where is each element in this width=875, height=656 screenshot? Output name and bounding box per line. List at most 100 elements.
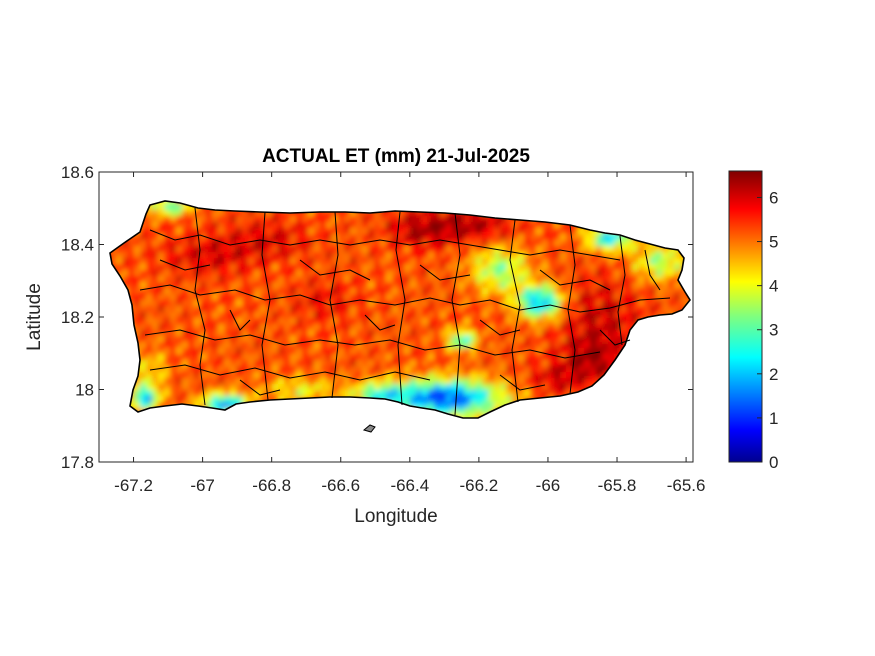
heatmap-cell bbox=[326, 336, 333, 343]
heatmap-cell bbox=[176, 396, 183, 403]
heatmap-cell bbox=[290, 288, 297, 295]
heatmap-cell bbox=[368, 390, 375, 397]
heatmap-cell bbox=[416, 324, 423, 331]
heatmap-cell bbox=[386, 288, 393, 295]
heatmap-cell bbox=[188, 270, 195, 277]
heatmap-cell bbox=[578, 294, 585, 301]
heatmap-cell bbox=[212, 396, 219, 403]
heatmap-cell bbox=[158, 384, 165, 391]
heatmap-cell bbox=[416, 246, 423, 253]
heatmap-cell bbox=[272, 234, 279, 241]
heatmap-cell bbox=[182, 276, 189, 283]
heatmap-cell bbox=[344, 366, 351, 373]
heatmap-cell bbox=[314, 306, 321, 313]
heatmap-cell bbox=[170, 312, 177, 319]
heatmap-cell bbox=[356, 282, 363, 289]
heatmap-cell bbox=[386, 246, 393, 253]
heatmap-cell bbox=[464, 402, 471, 409]
heatmap-cell bbox=[218, 318, 225, 325]
heatmap-cell bbox=[470, 408, 477, 415]
heatmap-cell bbox=[350, 300, 357, 307]
heatmap-cell bbox=[446, 240, 453, 247]
heatmap-cell bbox=[302, 378, 309, 385]
heatmap-cell bbox=[302, 240, 309, 247]
heatmap-cell bbox=[668, 306, 675, 313]
heatmap-cell bbox=[434, 216, 441, 223]
heatmap-cell bbox=[326, 216, 333, 223]
heatmap-cell bbox=[482, 378, 489, 385]
heatmap-cell bbox=[446, 354, 453, 361]
heatmap-cell bbox=[608, 282, 615, 289]
heatmap-cell bbox=[614, 264, 621, 271]
heatmap-cell bbox=[362, 216, 369, 223]
heatmap-cell bbox=[614, 306, 621, 313]
heatmap-cell bbox=[278, 264, 285, 271]
heatmap-cell bbox=[380, 234, 387, 241]
heatmap-cell bbox=[284, 282, 291, 289]
heatmap-cell bbox=[590, 264, 597, 271]
heatmap-cell bbox=[254, 288, 261, 295]
heatmap-cell bbox=[332, 306, 339, 313]
heatmap-cell bbox=[536, 246, 543, 253]
heatmap-cell bbox=[626, 258, 633, 265]
heatmap-cell bbox=[284, 330, 291, 337]
heatmap-cell bbox=[386, 252, 393, 259]
heatmap-cell bbox=[332, 342, 339, 349]
heatmap-cell bbox=[302, 336, 309, 343]
heatmap-cell bbox=[176, 348, 183, 355]
heatmap-cell bbox=[338, 234, 345, 241]
heatmap-cell bbox=[482, 282, 489, 289]
heatmap-cell bbox=[578, 264, 585, 271]
heatmap-cell bbox=[434, 300, 441, 307]
heatmap-cell bbox=[620, 252, 627, 259]
heatmap-cell bbox=[548, 270, 555, 277]
heatmap-cell bbox=[416, 336, 423, 343]
heatmap-cell bbox=[614, 288, 621, 295]
heatmap-cell bbox=[326, 342, 333, 349]
heatmap-cell bbox=[542, 348, 549, 355]
heatmap-cell bbox=[266, 384, 273, 391]
heatmap-cell bbox=[338, 342, 345, 349]
heatmap-cell bbox=[524, 354, 531, 361]
heatmap-cell bbox=[170, 360, 177, 367]
heatmap-cell bbox=[458, 390, 465, 397]
heatmap-cell bbox=[584, 324, 591, 331]
heatmap-cell bbox=[308, 234, 315, 241]
heatmap-cell bbox=[392, 396, 399, 403]
heatmap-cell bbox=[518, 324, 525, 331]
heatmap-cell bbox=[260, 210, 267, 217]
heatmap-cell bbox=[344, 258, 351, 265]
heatmap-cell bbox=[350, 384, 357, 391]
heatmap-cell bbox=[380, 330, 387, 337]
heatmap-cell bbox=[560, 258, 567, 265]
heatmap-cell bbox=[452, 246, 459, 253]
heatmap-cell bbox=[548, 366, 555, 373]
heatmap-cell bbox=[464, 294, 471, 301]
heatmap-cell bbox=[404, 396, 411, 403]
heatmap-cell bbox=[152, 246, 159, 253]
heatmap-cell bbox=[302, 246, 309, 253]
heatmap-cell bbox=[332, 252, 339, 259]
heatmap-cell bbox=[296, 354, 303, 361]
heatmap-cell bbox=[158, 270, 165, 277]
heatmap-cell bbox=[584, 282, 591, 289]
heatmap-cell bbox=[176, 384, 183, 391]
heatmap-cell bbox=[524, 336, 531, 343]
heatmap-cell bbox=[530, 390, 537, 397]
heatmap-cell bbox=[158, 288, 165, 295]
heatmap-cell bbox=[632, 270, 639, 277]
municipality-border bbox=[395, 211, 406, 406]
heatmap-cell bbox=[428, 402, 435, 409]
heatmap-cell bbox=[236, 258, 243, 265]
heatmap-cell bbox=[206, 240, 213, 247]
heatmap-cell bbox=[302, 348, 309, 355]
heatmap-cell bbox=[434, 324, 441, 331]
heatmap-cell bbox=[350, 330, 357, 337]
heatmap-cell bbox=[320, 384, 327, 391]
heatmap-cell bbox=[548, 288, 555, 295]
heatmap-cell bbox=[290, 318, 297, 325]
heatmap-cell bbox=[206, 330, 213, 337]
heatmap-cell bbox=[392, 378, 399, 385]
heatmap-cell bbox=[626, 300, 633, 307]
heatmap-cell bbox=[578, 372, 585, 379]
